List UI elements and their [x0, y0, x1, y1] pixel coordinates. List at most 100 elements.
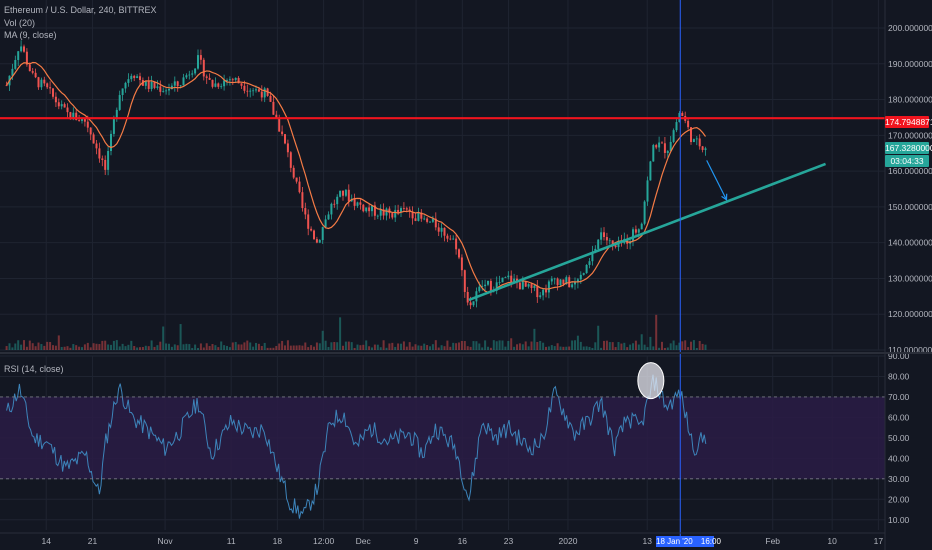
chart-annotations[interactable]	[0, 117, 885, 302]
candle-body	[176, 81, 179, 87]
volume-bar	[481, 347, 484, 350]
candle-body	[194, 68, 197, 74]
volume-bar	[139, 347, 142, 350]
time-axis[interactable]: 14 21 Nov 11 18 12:00 Dec 9 16 23 2020 13 Feb 10 17	[41, 536, 883, 546]
candlesticks	[5, 40, 707, 310]
volume-bar	[582, 346, 585, 350]
candle-body	[313, 230, 316, 240]
candle-body	[484, 284, 487, 287]
candle-body	[440, 227, 443, 232]
volume-bar	[278, 343, 281, 350]
candle-body	[524, 281, 527, 287]
volume-bar	[98, 344, 101, 350]
candle-body	[637, 229, 640, 233]
candle-body	[518, 282, 521, 290]
candle-body	[179, 85, 182, 87]
ma-legend: MA (9, close)	[4, 30, 57, 40]
candle-body	[101, 158, 104, 160]
volume-bar	[92, 343, 95, 350]
candle-body	[228, 79, 231, 81]
volume-bar	[672, 340, 675, 350]
volume-bar	[272, 347, 275, 350]
candle-body	[658, 142, 661, 148]
volume-bar	[527, 346, 530, 350]
time-tick-label: 18	[273, 536, 283, 546]
time-tick-label: 14	[41, 536, 51, 546]
candle-body	[144, 81, 147, 86]
candle-body	[281, 131, 284, 135]
rsi-tick-label: 70.00	[888, 392, 910, 402]
volume-bar	[681, 341, 684, 350]
volume-bar	[507, 340, 510, 350]
volume-bar	[202, 347, 205, 350]
volume-bar	[86, 342, 89, 350]
volume-legend: Vol (20)	[4, 18, 36, 28]
time-tick-label: 10	[827, 536, 837, 546]
volume-bar	[255, 342, 258, 350]
volume-bar	[524, 341, 527, 350]
candle-body	[321, 227, 324, 241]
candle-body	[661, 142, 664, 144]
candle-body	[165, 90, 168, 92]
price-axis[interactable]: 200.00000000 190.00000000 180.00000000 170.…	[888, 23, 932, 355]
volume-bar	[310, 345, 313, 350]
volume-bar	[397, 343, 400, 350]
price-tick-label: 200.00000000	[888, 23, 932, 33]
volume-bar	[43, 345, 46, 350]
candle-body	[530, 284, 533, 288]
candle-body	[75, 112, 78, 121]
volume-bar	[176, 345, 179, 350]
candle-body	[672, 130, 675, 142]
candle-body	[411, 211, 414, 219]
volume-bar	[144, 345, 147, 350]
candle-body	[226, 79, 229, 81]
volume-bar	[391, 342, 394, 350]
volume-bar	[632, 343, 635, 350]
candle-body	[437, 227, 440, 232]
volume-bar	[46, 341, 49, 350]
volume-bar	[440, 345, 443, 350]
candle-body	[414, 218, 417, 221]
volume-bar	[701, 343, 704, 350]
candle-body	[92, 134, 95, 144]
volume-bar	[133, 345, 136, 350]
volume-bar	[608, 342, 611, 350]
volume-bar	[605, 340, 608, 350]
volume-bar	[295, 345, 298, 350]
volume-bar	[83, 344, 86, 350]
candle-body	[571, 284, 574, 288]
candle-body	[547, 281, 550, 293]
volume-bar	[597, 325, 600, 350]
volume-bar	[437, 347, 440, 350]
time-tick-label: 13	[643, 536, 653, 546]
volume-bar	[20, 344, 23, 350]
volume-bar	[472, 341, 475, 350]
candle-body	[565, 277, 568, 285]
volume-bar	[162, 326, 165, 350]
candle-body	[121, 88, 124, 96]
candle-body	[63, 104, 66, 108]
rsi-axis[interactable]: 90.00 80.00 70.00 60.00 50.00 40.00 30.00 20.00…	[888, 351, 910, 525]
crosshair-time: 16:00	[700, 537, 721, 546]
candle-body	[202, 59, 205, 77]
candle-body	[385, 208, 388, 216]
volume-bar	[452, 342, 455, 350]
volume-bar	[603, 340, 606, 350]
candle-body	[34, 72, 37, 78]
volume-bar	[614, 347, 617, 350]
volume-bar	[269, 347, 272, 350]
volume-bar	[379, 347, 382, 350]
volume-bar	[368, 346, 371, 350]
candle-body	[376, 215, 379, 217]
candle-body	[81, 118, 84, 121]
candle-body	[611, 240, 614, 246]
candle-body	[220, 86, 223, 88]
volume-bar	[40, 344, 43, 350]
volume-bar	[518, 343, 521, 350]
candle-body	[446, 235, 449, 239]
volume-bar	[95, 343, 98, 350]
candle-body	[150, 81, 153, 89]
price-tick-label: 180.00000000	[888, 95, 932, 105]
candle-body	[605, 237, 608, 241]
